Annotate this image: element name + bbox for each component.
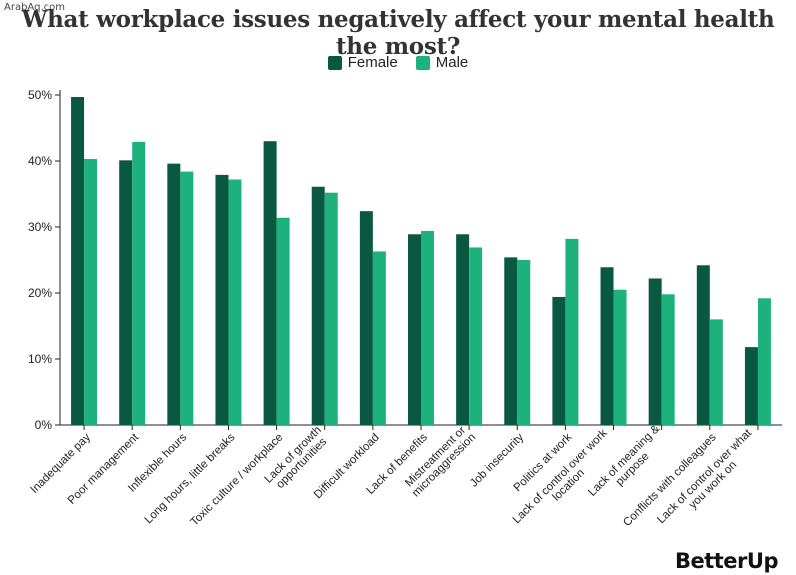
- watermark-text: ArabAq.com: [4, 2, 65, 13]
- chart-legend: Female Male: [0, 54, 796, 71]
- bar-female: [696, 265, 710, 425]
- bar-male: [180, 171, 194, 425]
- bar-male: [613, 289, 627, 425]
- x-tick-label: Mistreatment ormicroaggression: [402, 423, 479, 500]
- legend-swatch-female: [327, 55, 342, 70]
- bar-female: [359, 211, 373, 425]
- y-tick-label: 50%: [28, 88, 52, 102]
- bar-female: [504, 257, 518, 425]
- bar-female: [408, 234, 421, 425]
- bar-male: [661, 294, 675, 425]
- bar-male: [84, 159, 98, 425]
- bar-male: [757, 298, 771, 425]
- betterup-logo: BetterUp: [674, 549, 779, 573]
- bar-male: [469, 247, 483, 425]
- legend-item-male: Male: [415, 54, 469, 71]
- bar-male: [565, 238, 579, 425]
- y-tick-label: 10%: [28, 352, 52, 366]
- legend-label-female: Female: [347, 54, 398, 71]
- bar-female: [600, 267, 614, 425]
- bar-female: [215, 174, 229, 425]
- legend-swatch-male: [415, 55, 430, 70]
- chart-title: What workplace issues negatively affect …: [21, 6, 775, 60]
- bar-male: [372, 251, 386, 425]
- bar-female: [456, 234, 470, 425]
- bar-female: [119, 160, 133, 425]
- bar-female: [71, 96, 85, 425]
- legend-item-female: Female: [327, 54, 398, 71]
- bar-female: [263, 141, 277, 425]
- bar-female: [648, 278, 662, 425]
- bar-female: [552, 296, 566, 425]
- x-tick-label-line: Long hours, little breaks: [143, 431, 238, 526]
- y-tick-label: 0%: [35, 418, 53, 432]
- bar-male: [421, 230, 434, 425]
- x-tick-label: Long hours, little breaks: [143, 431, 238, 526]
- bar-male: [709, 319, 723, 425]
- bar-male: [276, 217, 290, 425]
- legend-label-male: Male: [435, 54, 469, 71]
- bar-female: [311, 186, 325, 425]
- bar-male: [517, 260, 531, 425]
- bar-male: [228, 179, 242, 425]
- y-tick-label: 30%: [28, 220, 52, 234]
- bar-male: [132, 141, 146, 426]
- y-tick-label: 40%: [28, 154, 52, 168]
- y-tick-label: 20%: [28, 286, 52, 300]
- bar-female: [744, 347, 758, 425]
- bar-female: [167, 163, 181, 425]
- bar-male: [324, 192, 338, 425]
